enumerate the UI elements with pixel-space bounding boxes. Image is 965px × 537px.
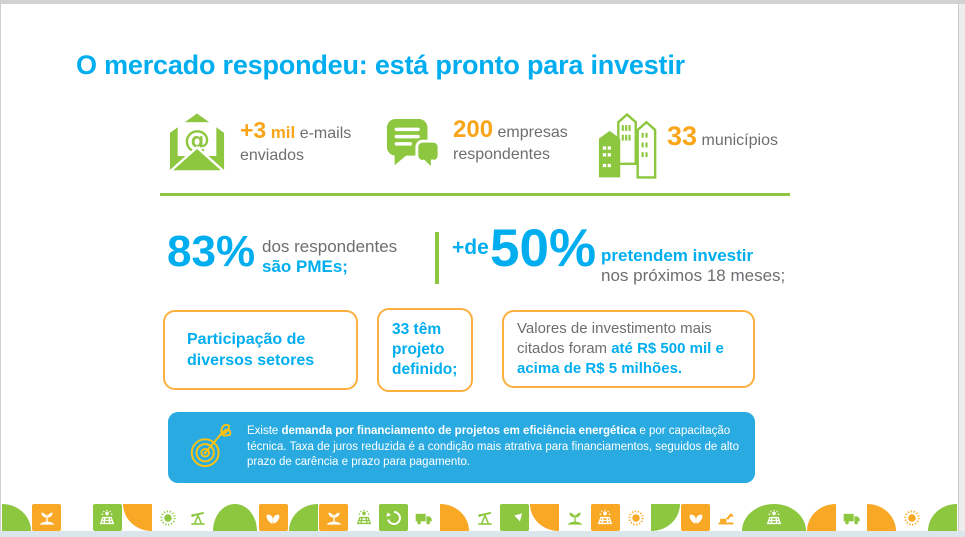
banner-pre: Existe (247, 425, 282, 437)
box-investment-text: Valores de investimento mais citados for… (517, 319, 741, 379)
stat-companies-value: 200 (453, 116, 494, 143)
footer-icon-solar (349, 504, 379, 531)
stat-emails-label: e-mails (299, 125, 352, 142)
stat-municipalities: 33 municípios (597, 107, 778, 180)
stat-municipalities-label: municípios (701, 132, 778, 149)
stat-emails-text: +3 mil e-mails enviados (240, 119, 351, 167)
footer-icon-solar (92, 504, 122, 531)
footer-icon-sun (153, 504, 183, 531)
footer-shape-quarter-tl-orange (807, 504, 837, 531)
box-projects: 33 têm projeto definido; (377, 308, 473, 392)
footer-icon-plant (560, 504, 590, 531)
window-bottom-edge (0, 531, 965, 537)
demand-banner-text: Existe demanda por financiamento de proj… (247, 424, 741, 471)
window-right-scroll-area[interactable] (958, 4, 965, 531)
footer-shape-quarter-tr-orange (867, 504, 897, 531)
box-sectors: Participação de diversos setores (163, 310, 358, 390)
footer-icon-pump (183, 504, 213, 531)
footer-icon-sun (621, 504, 651, 531)
stat-municipalities-value: 33 (667, 121, 698, 151)
stat-emails-unit: mil (270, 123, 296, 142)
pct-pmes-text: dos respondentes são PMEs; (262, 237, 397, 277)
stat-emails: @ +3 mil e-mails enviados (168, 111, 351, 174)
pct-invest-line2: nos próximos 18 meses; (601, 266, 786, 285)
highlight-divider (435, 232, 439, 284)
footer-icon-plant (319, 504, 349, 531)
footer-shape-quarter-tl-green (288, 504, 318, 531)
chat-icon (386, 118, 441, 173)
footer-icon-pump (470, 504, 500, 531)
footer-shape-quarter-tr-orange (439, 504, 469, 531)
buildings-icon (598, 112, 657, 179)
pct-invest-prefix: +de (452, 236, 489, 259)
target-icon (190, 423, 232, 468)
stat-emails-label2: enviados (240, 147, 305, 164)
footer-icon-heart (681, 504, 711, 531)
box-projects-text: 33 têm projeto definido; (392, 321, 458, 378)
footer-shape-quarter-bl-orange (530, 504, 560, 531)
box-sectors-text: Participação de diversos setores (187, 331, 315, 369)
footer-icon-truck (837, 504, 867, 531)
box-investment-values: Valores de investimento mais citados for… (502, 310, 755, 388)
footer-shape-dome-green (213, 504, 258, 531)
section-divider-line (160, 193, 790, 196)
footer-icon-solar (590, 504, 620, 531)
pct-pmes-line1: dos respondentes (262, 237, 398, 256)
window-left-edge (0, 0, 1, 537)
pct-invest-value: 50% (490, 219, 597, 278)
footer-shape-quarter-tr-green (2, 504, 31, 531)
stat-companies-label: empresas (497, 124, 568, 141)
footer-shape-quarter-tl-green (927, 504, 957, 531)
footer-icon-plant (32, 504, 62, 531)
window-top-edge (0, 0, 965, 4)
stat-municipalities-text: 33 municípios (667, 123, 778, 152)
footer-shape-quarter-bl-orange (122, 504, 152, 531)
stat-companies-text: 200 empresas respondentes (453, 116, 568, 166)
footer-icon-crane (711, 504, 741, 531)
footer-icon-truck (409, 504, 439, 531)
pct-invest-line1: pretendem investir (601, 246, 754, 265)
page-title: O mercado respondeu: está pronto para in… (76, 50, 685, 80)
footer-icon-recycle (379, 504, 409, 531)
pct-invest-text: pretendem investir nos próximos 18 meses… (601, 246, 785, 286)
footer-icon-heart (258, 504, 288, 531)
stat-emails-value: +3 (240, 117, 267, 143)
footer-shape-quarter-br-green (651, 504, 681, 531)
pct-pmes-value: 83% (167, 227, 256, 276)
pct-pmes-line2: são PMEs; (262, 257, 348, 276)
box-investment-blue: até R$ 500 mil e acima de R$ 5 milhões. (517, 340, 724, 377)
box-investment-gray: Valores de investimento mais citados for… (517, 320, 712, 357)
banner-bold: demanda por financiamento de projetos em… (281, 425, 637, 437)
footer-icon-strip (2, 504, 957, 531)
banner-post: e por capacitação técnica. Taxa de juros… (247, 425, 740, 468)
email-icon: @ (168, 113, 226, 173)
stat-companies-label2: respondentes (453, 146, 550, 163)
footer-icon-solar (741, 504, 806, 531)
footer-icon-sun (897, 504, 927, 531)
footer-icon-arrow (500, 504, 530, 531)
footer-shape-blank-white (62, 504, 91, 531)
demand-banner: Existe demanda por financiamento de proj… (168, 412, 755, 483)
stat-companies: 200 empresas respondentes (385, 117, 568, 175)
